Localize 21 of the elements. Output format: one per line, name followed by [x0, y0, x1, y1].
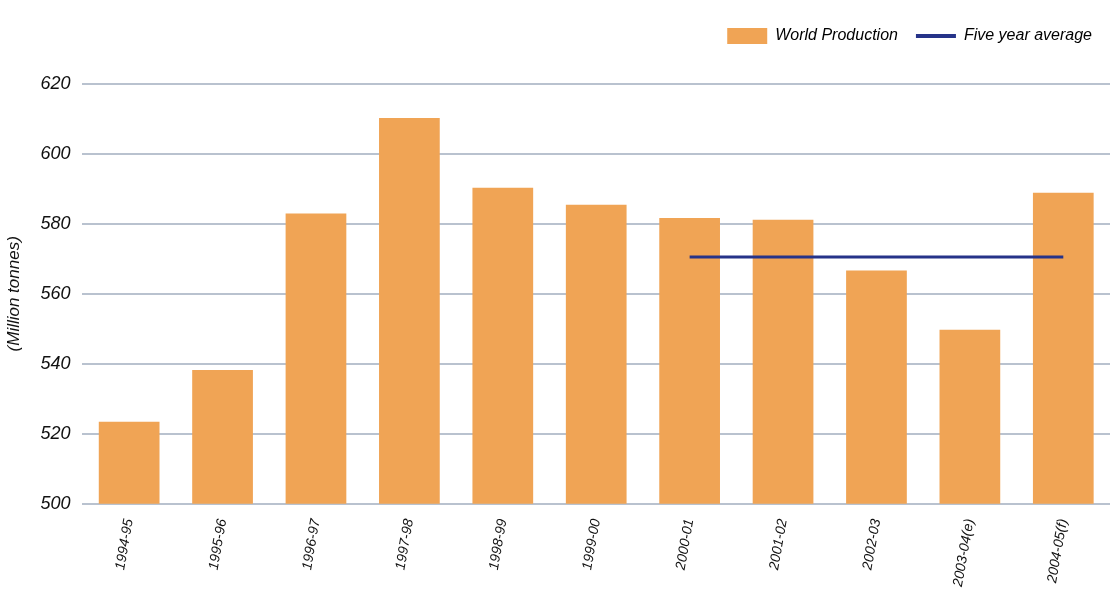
x-tick-label: 1995-96 [204, 517, 230, 571]
y-tick-label: 560 [40, 282, 71, 303]
legend-label: World Production [775, 26, 899, 44]
y-axis-title: (Million tonnes) [3, 236, 23, 352]
y-tick-label: 500 [40, 492, 71, 513]
x-tick-label: 2002-03 [858, 517, 884, 572]
x-tick-label: 1996-97 [298, 516, 323, 571]
y-tick-label: 620 [40, 73, 71, 93]
x-tick-label: 1999-00 [578, 517, 604, 571]
x-tick-label: 1998-99 [484, 517, 510, 571]
y-tick-label: 540 [40, 352, 71, 373]
legend-label: Five year average [963, 26, 1093, 44]
y-tick-label: 520 [40, 422, 71, 443]
y-tick-label: 580 [40, 212, 71, 233]
x-tick-label: 2003-04(e) [948, 517, 977, 589]
y-tick-label: 600 [40, 142, 71, 163]
x-tick-label: 2001-02 [764, 517, 790, 572]
x-tick-label: 2004-05(f) [1042, 517, 1071, 585]
x-tick-label: 2000-01 [671, 517, 697, 572]
x-tick-label: 1994-95 [111, 517, 136, 571]
x-tick-label: 1997-98 [391, 517, 417, 571]
